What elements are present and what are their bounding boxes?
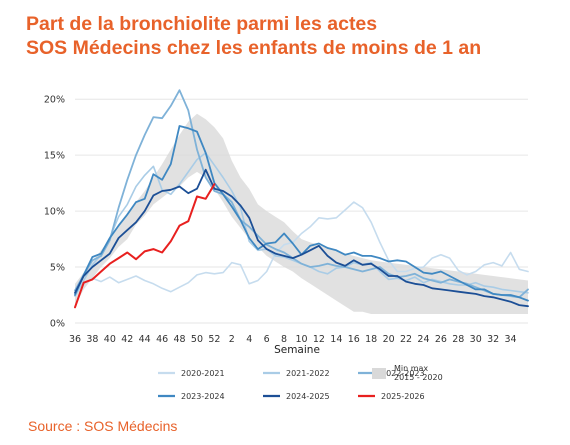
chart-title-line-2: SOS Médecins chez les enfants de moins d…	[26, 37, 482, 59]
x-tick-label: 44	[139, 334, 151, 345]
x-tick-label: 4	[246, 334, 252, 345]
y-tick-label: 5%	[50, 263, 65, 274]
y-tick-label: 0%	[50, 319, 65, 330]
x-tick-label: 22	[400, 334, 412, 345]
legend-label: 2023-2024	[181, 392, 225, 401]
x-tick-label: 46	[156, 334, 168, 345]
x-tick-label: 40	[104, 334, 116, 345]
x-tick-label: 36	[69, 334, 81, 345]
legend-label: 2024-2025	[286, 392, 330, 401]
x-tick-label: 34	[505, 334, 517, 345]
y-tick-label: 15%	[44, 151, 65, 162]
x-tick-label: 10	[295, 334, 307, 345]
x-tick-label: 12	[313, 334, 325, 345]
legend-label: 2025-2026	[381, 392, 425, 401]
x-axis-title: Semaine	[274, 344, 320, 356]
y-tick-label: 20%	[44, 95, 65, 106]
legend-label: 2020-2021	[181, 369, 225, 378]
series-line-2020-2021	[74, 201, 529, 295]
x-tick-label: 50	[191, 334, 203, 345]
x-tick-label: 18	[365, 334, 377, 345]
legend-label: 2021-2022	[286, 369, 330, 378]
min-max-band	[75, 113, 528, 314]
x-tick-label: 14	[330, 334, 342, 345]
x-tick-label: 42	[121, 334, 133, 345]
x-tick-label: 20	[383, 334, 395, 345]
legend-band-label: Min max	[394, 364, 428, 373]
legend-band-swatch	[372, 368, 386, 379]
series-line-2024-2025	[74, 168, 529, 308]
x-tick-label: 8	[281, 334, 287, 345]
chart-title-line-1: Part de la bronchiolite parmi les actes	[26, 13, 378, 35]
x-tick-label: 16	[348, 334, 360, 345]
legend-band-label: 2015 - 2020	[394, 373, 443, 382]
x-tick-label: 52	[208, 334, 220, 345]
x-tick-label: 32	[487, 334, 499, 345]
x-tick-label: 6	[264, 334, 270, 345]
legend-label: 2022-2023	[381, 369, 425, 378]
x-tick-label: 24	[417, 334, 429, 345]
bronchiolitis-line-chart: 0%5%10%15%20%36 38 40 42 44 46 48 50 52 2 4 6 8 10 12 1…	[44, 89, 529, 401]
y-tick-label: 10%	[44, 207, 65, 218]
chart-title: Part de la bronchiolite parmi les actes …	[26, 12, 556, 60]
series-line-2022-2023	[74, 89, 529, 299]
x-tick-label: 28	[452, 334, 464, 345]
x-tick-label: 30	[470, 334, 482, 345]
x-tick-label: 2	[229, 334, 235, 345]
x-tick-label: 48	[173, 334, 185, 345]
x-tick-label: 38	[86, 334, 98, 345]
source-note: Source : SOS Médecins	[28, 418, 178, 434]
x-tick-label: 26	[435, 334, 447, 345]
series-line-2025-2026	[74, 183, 216, 309]
